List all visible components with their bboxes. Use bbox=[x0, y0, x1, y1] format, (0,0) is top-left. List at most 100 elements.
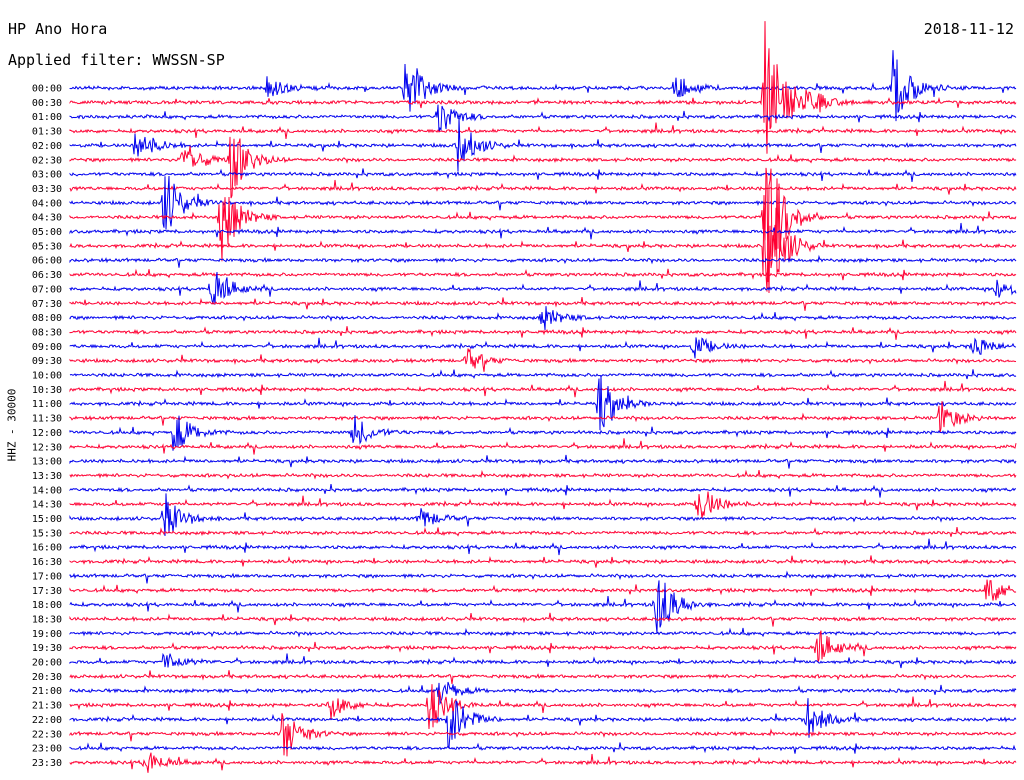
tick-label-1130: 11:30 bbox=[32, 414, 62, 425]
tick-label-1800: 18:00 bbox=[32, 600, 62, 611]
trace-0500 bbox=[69, 222, 1017, 240]
tick-label-1830: 18:30 bbox=[32, 614, 62, 625]
tick-label-1430: 14:30 bbox=[32, 500, 62, 511]
tick-label-2030: 20:30 bbox=[32, 672, 62, 683]
tick-label-1100: 11:00 bbox=[32, 399, 62, 410]
trace-0930 bbox=[69, 348, 1017, 372]
trace-2200 bbox=[69, 698, 1017, 750]
trace-0330 bbox=[69, 179, 1017, 195]
trace-1530 bbox=[69, 526, 1017, 537]
tick-label-1300: 13:00 bbox=[32, 457, 62, 468]
tick-label-0000: 00:00 bbox=[32, 84, 62, 95]
trace-1330 bbox=[69, 469, 1017, 480]
trace-0130 bbox=[69, 122, 1017, 139]
trace-0400 bbox=[69, 175, 1017, 230]
trace-1400 bbox=[69, 484, 1017, 498]
tick-label-0700: 07:00 bbox=[32, 284, 62, 295]
tick-label-0530: 05:30 bbox=[32, 241, 62, 252]
trace-1630 bbox=[69, 555, 1017, 568]
trace-0700 bbox=[69, 271, 1017, 305]
trace-0900 bbox=[69, 337, 1017, 359]
trace-1900 bbox=[69, 627, 1017, 638]
trace-1930 bbox=[69, 630, 1017, 663]
trace-0430 bbox=[69, 167, 1017, 283]
tick-label-1330: 13:30 bbox=[32, 471, 62, 482]
tick-label-0230: 02:30 bbox=[32, 155, 62, 166]
tick-label-1900: 19:00 bbox=[32, 629, 62, 640]
tick-label-1930: 19:30 bbox=[32, 643, 62, 654]
tick-label-0330: 03:30 bbox=[32, 184, 62, 195]
tick-label-0130: 01:30 bbox=[32, 127, 62, 138]
trace-2300 bbox=[69, 742, 1017, 754]
tick-label-2300: 23:00 bbox=[32, 744, 62, 755]
trace-1130 bbox=[69, 401, 1017, 433]
trace-1730 bbox=[69, 579, 1017, 601]
tick-label-1730: 17:30 bbox=[32, 586, 62, 597]
tick-label-2000: 20:00 bbox=[32, 658, 62, 669]
trace-2230 bbox=[69, 713, 1017, 757]
tick-label-0430: 04:30 bbox=[32, 213, 62, 224]
trace-1200 bbox=[69, 415, 1017, 451]
tick-label-0630: 06:30 bbox=[32, 270, 62, 281]
trace-1100 bbox=[69, 375, 1017, 431]
seismic-traces bbox=[69, 21, 1017, 773]
trace-0630 bbox=[69, 268, 1017, 281]
trace-2330 bbox=[69, 752, 1017, 773]
trace-2000 bbox=[69, 652, 1017, 669]
tick-label-0930: 09:30 bbox=[32, 356, 62, 367]
tick-label-1230: 12:30 bbox=[32, 442, 62, 453]
trace-0200 bbox=[69, 118, 1017, 172]
tick-label-1630: 16:30 bbox=[32, 557, 62, 568]
trace-0600 bbox=[69, 254, 1017, 268]
trace-1430 bbox=[69, 491, 1017, 519]
trace-0730 bbox=[69, 297, 1017, 311]
tick-label-2230: 22:30 bbox=[32, 729, 62, 740]
trace-1830 bbox=[69, 612, 1017, 627]
trace-1030 bbox=[69, 380, 1017, 398]
tick-label-1200: 12:00 bbox=[32, 428, 62, 439]
trace-0830 bbox=[69, 326, 1017, 340]
tick-label-0100: 01:00 bbox=[32, 112, 62, 123]
tick-label-1400: 14:00 bbox=[32, 485, 62, 496]
trace-0000 bbox=[69, 50, 1017, 122]
tick-label-0200: 02:00 bbox=[32, 141, 62, 152]
tick-label-2330: 23:30 bbox=[32, 758, 62, 769]
tick-label-2100: 21:00 bbox=[32, 686, 62, 697]
trace-2130 bbox=[69, 684, 1017, 730]
trace-0230 bbox=[69, 136, 1017, 199]
tick-label-1530: 15:30 bbox=[32, 528, 62, 539]
tick-label-0600: 06:00 bbox=[32, 256, 62, 267]
trace-0030 bbox=[69, 21, 1017, 154]
tick-label-0900: 09:00 bbox=[32, 342, 62, 353]
date-label: 2018-11-12 bbox=[923, 20, 1014, 38]
trace-0530 bbox=[69, 195, 1017, 294]
tick-label-0730: 07:30 bbox=[32, 299, 62, 310]
trace-2030 bbox=[69, 670, 1017, 684]
tick-label-0300: 03:00 bbox=[32, 170, 62, 181]
trace-1300 bbox=[69, 454, 1017, 469]
trace-0800 bbox=[69, 306, 1017, 331]
trace-2100 bbox=[69, 681, 1017, 706]
tick-label-1000: 10:00 bbox=[32, 371, 62, 382]
trace-1800 bbox=[69, 580, 1017, 634]
tick-label-0800: 08:00 bbox=[32, 313, 62, 324]
tick-label-1030: 10:30 bbox=[32, 385, 62, 396]
trace-1500 bbox=[69, 493, 1017, 537]
tick-label-1500: 15:00 bbox=[32, 514, 62, 525]
trace-1000 bbox=[69, 369, 1017, 380]
trace-1230 bbox=[69, 438, 1017, 455]
tick-label-2130: 21:30 bbox=[32, 701, 62, 712]
trace-1600 bbox=[69, 538, 1017, 556]
tick-label-0030: 00:30 bbox=[32, 98, 62, 109]
tick-label-0830: 08:30 bbox=[32, 327, 62, 338]
trace-0100 bbox=[69, 104, 1017, 133]
tick-label-1600: 16:00 bbox=[32, 543, 62, 554]
tick-label-1700: 17:00 bbox=[32, 571, 62, 582]
filter-label: Applied filter: WWSSN-SP bbox=[8, 51, 225, 69]
tick-label-0400: 04:00 bbox=[32, 198, 62, 209]
trace-1700 bbox=[69, 570, 1017, 584]
trace-0300 bbox=[69, 168, 1017, 182]
tick-label-2200: 22:00 bbox=[32, 715, 62, 726]
station-title: HP Ano Hora bbox=[8, 20, 108, 38]
